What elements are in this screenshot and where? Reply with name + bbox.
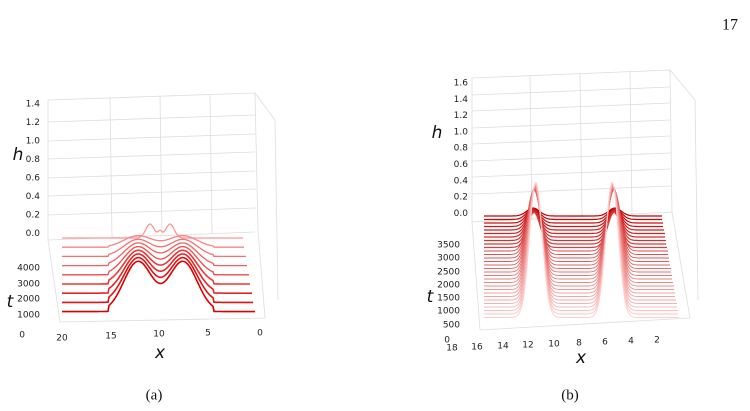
h-axis-label: h <box>13 145 24 165</box>
profile-curve <box>62 260 255 313</box>
x-tick-label: 12 <box>522 341 533 351</box>
profile-curve <box>62 234 244 248</box>
h-tick-label: 1.4 <box>26 100 41 110</box>
panel-b-frame <box>471 69 699 331</box>
profile-curve <box>484 184 676 301</box>
t-tick-label: 500 <box>443 321 460 331</box>
profile-curve <box>62 253 252 294</box>
x-tick-label: 15 <box>105 332 116 342</box>
profile-curve <box>484 182 678 311</box>
h-tick-label: 0.4 <box>26 192 41 202</box>
h-axis-label: h <box>432 123 443 143</box>
h-tick-label: 0.4 <box>454 176 469 186</box>
profile-curve <box>484 184 675 297</box>
h-tick-label: 1.6 <box>454 79 469 89</box>
profile-curve <box>484 187 671 273</box>
x-tick-label: 5 <box>205 329 211 339</box>
h-tick-label: 1.4 <box>454 95 469 105</box>
t-axis-label: t <box>7 292 15 312</box>
t-tick-label: 3500 <box>437 241 460 251</box>
curves <box>62 181 679 318</box>
x-tick-label: 8 <box>576 339 582 349</box>
profile-curve <box>484 188 669 262</box>
profile-curve <box>484 181 679 318</box>
x-tick-label: 4 <box>628 337 634 347</box>
profile-curve <box>484 184 674 290</box>
t-tick-label: 0 <box>444 336 450 346</box>
x-tick-label: 14 <box>497 342 509 352</box>
profile-curve <box>484 208 663 228</box>
profile-curve <box>484 207 662 217</box>
profile-curve <box>62 245 249 276</box>
profile-curve <box>484 184 675 294</box>
profile-curve <box>484 188 670 266</box>
h-tick-label: 1.2 <box>454 111 468 121</box>
profile-curve <box>484 182 678 315</box>
page-number: 17 <box>722 17 738 34</box>
h-tick-label: 0.8 <box>26 155 41 165</box>
t-tick-label: 4000 <box>17 264 40 274</box>
h-tick-label: 0.2 <box>454 193 468 203</box>
panel-a-frame <box>47 92 279 323</box>
profile-curve <box>484 211 667 249</box>
x-tick-label: 10 <box>548 340 560 350</box>
h-tick-label: 0.8 <box>454 144 469 154</box>
profile-curve <box>484 209 664 231</box>
h-tick-label: 0.6 <box>454 160 469 170</box>
profile-curve <box>62 223 243 239</box>
profile-curve <box>484 208 663 224</box>
x-axis-label: x <box>154 343 166 363</box>
x-tick-label: 10 <box>153 330 165 340</box>
profile-curve <box>484 185 673 283</box>
t-tick-label: 1000 <box>437 307 460 317</box>
x-tick-label: 18 <box>446 344 458 354</box>
profile-curve <box>62 238 246 258</box>
profile-curve <box>484 188 669 259</box>
x-tick-label: 6 <box>602 338 608 348</box>
h-tick-label: 1.2 <box>26 118 40 128</box>
profile-curve <box>62 249 250 285</box>
profile-curve <box>484 186 672 280</box>
profile-curve <box>484 210 665 235</box>
profile-curve <box>484 189 668 252</box>
h-tick-label: 0.0 <box>454 209 469 219</box>
labels: 1.41.21.00.80.60.40.20.04000300020001000… <box>7 79 660 404</box>
profile-curve <box>62 256 253 304</box>
t-tick-label: 1000 <box>17 311 40 321</box>
t-tick-label: 2000 <box>17 295 40 305</box>
x-axis-label: x <box>575 348 587 368</box>
h-tick-label: 1.0 <box>454 127 469 137</box>
h-tick-label: 0.2 <box>26 211 40 221</box>
t-tick-label: 0 <box>19 331 25 341</box>
profile-curve <box>484 207 662 221</box>
h-tick-label: 0.6 <box>26 174 41 184</box>
caption: (a) <box>146 387 163 403</box>
profile-curve <box>484 210 666 242</box>
profile-curve <box>484 187 671 269</box>
profile-curve <box>484 183 677 304</box>
profile-curve <box>484 185 674 287</box>
x-tick-label: 20 <box>56 334 68 344</box>
t-tick-label: 3000 <box>437 254 460 264</box>
h-tick-label: 1.0 <box>26 137 41 147</box>
h-tick-label: 0.0 <box>26 229 41 239</box>
t-tick-label: 2000 <box>437 281 460 291</box>
profile-curve <box>484 189 668 255</box>
x-tick-label: 2 <box>654 336 660 346</box>
profile-curve <box>484 210 665 238</box>
caption: (b) <box>561 387 579 403</box>
x-tick-label: 16 <box>471 343 483 353</box>
profile-curve <box>484 211 666 245</box>
t-tick-label: 3000 <box>17 280 40 290</box>
profile-curve <box>484 186 672 276</box>
t-tick-label: 1500 <box>437 294 460 304</box>
x-tick-label: 0 <box>257 329 263 339</box>
profile-curve <box>484 183 677 308</box>
t-axis-label: t <box>427 287 435 307</box>
profile-curve <box>62 242 247 267</box>
t-tick-label: 2500 <box>437 268 460 278</box>
